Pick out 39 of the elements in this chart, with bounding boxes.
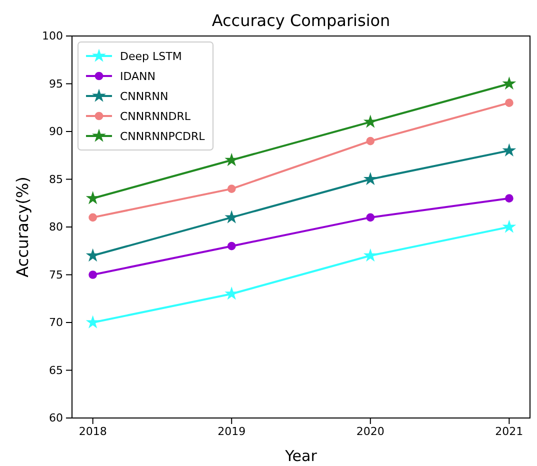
- y-tick-label: 95: [49, 77, 63, 90]
- y-tick-label: 90: [49, 125, 63, 138]
- point: [88, 213, 97, 222]
- point: [88, 270, 97, 279]
- x-tick-label: 2020: [356, 424, 384, 438]
- y-tick-label: 70: [49, 316, 63, 330]
- point: [366, 213, 375, 222]
- point: [505, 194, 514, 203]
- point: [366, 136, 375, 146]
- x-tick-label: 2019: [218, 424, 246, 438]
- point: [224, 210, 239, 224]
- chart-title: Accuracy Comparision: [212, 11, 390, 30]
- point: [502, 220, 516, 233]
- x-axis-title: Year: [284, 447, 318, 465]
- point: [502, 143, 516, 157]
- point: [363, 172, 378, 186]
- point: [86, 315, 100, 328]
- point: [86, 248, 100, 262]
- point: [363, 248, 378, 262]
- x-tick-label: 2021: [495, 424, 524, 438]
- legend-label: CNNRNN: [120, 90, 168, 103]
- y-tick-label: 65: [49, 364, 63, 377]
- x-tick-label: 2018: [78, 424, 107, 438]
- legend-label: CNNRNNDRL: [120, 110, 192, 123]
- point: [505, 98, 514, 108]
- y-tick-label: 60: [49, 412, 63, 425]
- point: [227, 184, 236, 193]
- y-tick-label: 85: [49, 172, 63, 186]
- legend-label: IDANN: [120, 70, 156, 83]
- point: [502, 76, 516, 90]
- point: [227, 242, 236, 250]
- point: [363, 114, 378, 128]
- y-tick-label: 100: [42, 30, 63, 43]
- point: [224, 152, 239, 166]
- y-tick-label: 75: [49, 268, 63, 282]
- y-axis-title: Accuracy(%): [13, 176, 32, 278]
- legend-label: Deep LSTM: [120, 50, 182, 63]
- legend-label: CNNRNNPCDRL: [120, 130, 206, 143]
- y-tick-label: 80: [49, 220, 63, 234]
